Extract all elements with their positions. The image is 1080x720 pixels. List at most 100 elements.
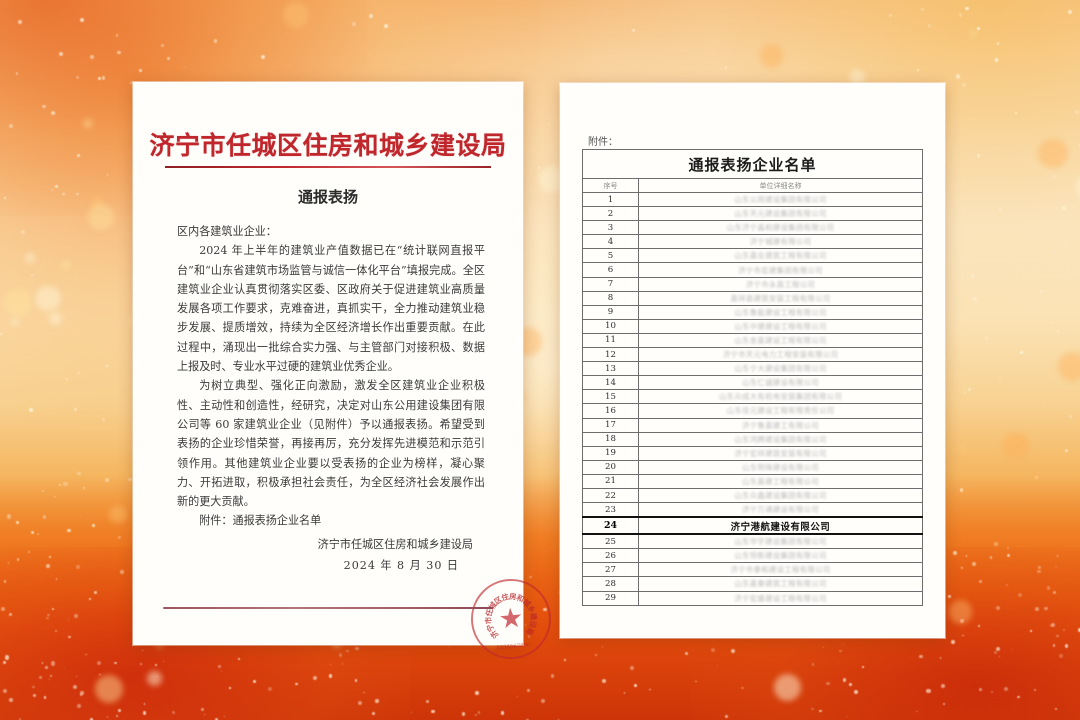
row-index: 24 [582,516,639,536]
attachment-label: 附件： [588,137,618,148]
company-name: 济宁宏祥建筑安装有限公司 [638,445,923,461]
company-name: 山东众成大有机电安装集团有限公司 [638,389,923,405]
row-index: 11 [582,332,639,349]
row-index: 7 [582,276,639,292]
company-name: 山东华宇建设集团有限公司 [638,533,923,550]
row-index: 20 [582,459,639,475]
table-row: 14 山东仁诚建设有限公司 [582,375,923,391]
row-index: 18 [582,431,639,447]
table-row: 5 山东嘉业建筑工程有限公司 [582,248,923,264]
row-index: 15 [582,389,639,405]
company-name: 济宁市天元电力工程安装有限公司 [638,347,923,363]
company-name: 济宁港航建设有限公司 [638,516,923,536]
table-row: 3 山东济宁晶和建设集团有限公司 [582,220,923,236]
company-name: 山东嘉业建筑工程有限公司 [638,248,923,264]
company-name: 山东公用建设集团有限公司 [638,191,923,208]
table-row: 29 济宁宏盛建设工程有限公司 [582,590,923,606]
column-header-index: 序号 [582,178,639,193]
company-name: 山东天元建设集团有限公司 [638,206,923,222]
company-name: 山东金嘉建设工程有限公司 [638,332,923,349]
table-row: 11 山东金嘉建设工程有限公司 [582,332,923,349]
row-index: 29 [582,590,639,606]
table-row: 20 山东明珠建设有限公司 [582,459,923,475]
company-name: 济宁鲁嘉建工有限公司 [638,417,923,433]
table-row: 17 济宁鲁嘉建工有限公司 [582,417,923,433]
row-index: 9 [582,304,639,320]
table-row: 26 山东恒新建设集团有限公司 [582,548,923,564]
table-row: 1 山东公用建设集团有限公司 [582,191,923,208]
company-name: 山东中建建设工程有限公司 [638,318,923,334]
company-name: 山东嘉泰建筑工程有限公司 [638,576,923,592]
table-row: 25 山东华宇建设集团有限公司 [582,533,923,550]
table-row: 9 山东鲁能建设工程有限公司 [582,304,923,320]
row-index: 14 [582,375,639,391]
document-subtitle: 通报表扬 [297,188,358,206]
table-row: 22 山东众鑫建设集团有限公司 [582,487,923,504]
table-row: 18 山东鸿腾建设集团有限公司 [582,431,923,447]
table-row: 2 山东天元建设集团有限公司 [582,206,923,222]
table-row: 10 山东中建建设工程有限公司 [582,318,923,334]
company-name: 山东鸿腾建设集团有限公司 [638,431,923,447]
body-paragraph-1: 2024 年上半年的建筑业产值数据已在“统计联网直报平台”和“山东省建筑市场监管… [177,244,485,374]
page-title: 济宁市任城区住房和城乡建设局 [149,131,507,160]
column-header-name: 单位详细名称 [638,178,923,193]
attachment-reference: 附件：通报表扬企业名单 [199,514,322,528]
company-name: 山东佳元建设工程有限责任公司 [638,403,923,419]
page-bottom-divider [163,606,493,609]
row-index: 12 [582,347,639,363]
row-index: 23 [582,502,639,518]
company-name: 山东恒新建设集团有限公司 [638,548,923,564]
row-index: 19 [582,445,639,461]
notice-document-page: 济宁市任城区住房和城乡建设局 通报表扬 区内各建筑业企业： 2024 年上半年的… [133,82,555,663]
row-index: 1 [582,191,639,208]
table-row: 4 济宁城建有限公司 [582,234,923,250]
row-index: 4 [582,234,639,250]
row-index: 13 [582,361,639,377]
table-row: 28 山东嘉泰建筑工程有限公司 [582,576,923,592]
salutation-text: 区内各建筑业企业： [177,225,277,238]
table-row: 8 嘉祥县建筑安装工程有限公司 [582,290,923,306]
table-row: 23 济宁万通建设有限公司 [582,502,923,518]
company-name: 济宁城建有限公司 [638,234,923,250]
row-index: 3 [582,220,639,236]
signing-organization: 济宁市任城区住房和城乡建设局 [317,538,473,551]
row-index: 17 [582,417,639,433]
table-row: 15 山东众成大有机电安装集团有限公司 [582,389,923,405]
row-index: 10 [582,318,639,334]
row-index: 21 [582,473,639,489]
company-name: 济宁市永昌工程公司 [638,276,923,292]
row-index: 27 [582,562,639,578]
table-row: 19 济宁宏祥建筑安装有限公司 [582,445,923,461]
table-row: 27 济宁市泰和建设工程有限公司 [582,562,923,578]
table-row: 6 济宁市宏建集团有限公司 [582,262,923,278]
row-index: 22 [582,487,639,504]
row-index: 8 [582,290,639,306]
title-divider [165,166,491,168]
table-title: 通报表扬企业名单 [582,149,923,179]
attachment-document-page: 附件： 通报表扬企业名单 序号 单位详细名称 1 山东公用建设集团有限公司 2 山东天… [560,83,945,638]
company-list-table: 通报表扬企业名单 序号 单位详细名称 1 山东公用建设集团有限公司 2 山东天元建设集… [582,149,923,606]
table-row: 12 济宁市天元电力工程安装有限公司 [582,347,923,363]
company-name: 山东众鑫建设集团有限公司 [638,487,923,504]
table-header-row: 序号 单位详细名称 [582,178,923,193]
row-index: 26 [582,548,639,564]
signature-block: 济宁市任城区住房和城乡建设局 2024 年 8 月 30 日 [177,534,485,576]
row-index: 6 [582,262,639,278]
body-paragraph-2: 为树立典型、强化正向激励，激发全区建筑业企业积极性、主动性和创造性，经研究，决定… [177,379,485,509]
table-title-row: 通报表扬企业名单 [582,149,923,179]
row-index: 28 [582,576,639,592]
company-name: 山东明珠建设有限公司 [638,459,923,475]
company-name: 济宁市宏建集团有限公司 [638,262,923,278]
signing-date: 2024 年 8 月 30 日 [343,559,459,572]
document-body: 区内各建筑业企业： 2024 年上半年的建筑业产值数据已在“统计联网直报平台”和… [177,222,485,531]
row-index: 25 [582,533,639,550]
table-row: 24 济宁港航建设有限公司 [582,516,923,536]
company-name: 山东济宁晶和建设集团有限公司 [638,220,923,236]
table-row: 21 山东嘉建工程有限公司 [582,473,923,489]
row-index: 16 [582,403,639,419]
row-index: 5 [582,248,639,264]
company-name: 山东仁诚建设有限公司 [638,375,923,391]
table-row: 7 济宁市永昌工程公司 [582,276,923,292]
company-name: 山东宁大建设集团有限公司 [638,361,923,377]
company-name: 嘉祥县建筑安装工程有限公司 [638,290,923,306]
